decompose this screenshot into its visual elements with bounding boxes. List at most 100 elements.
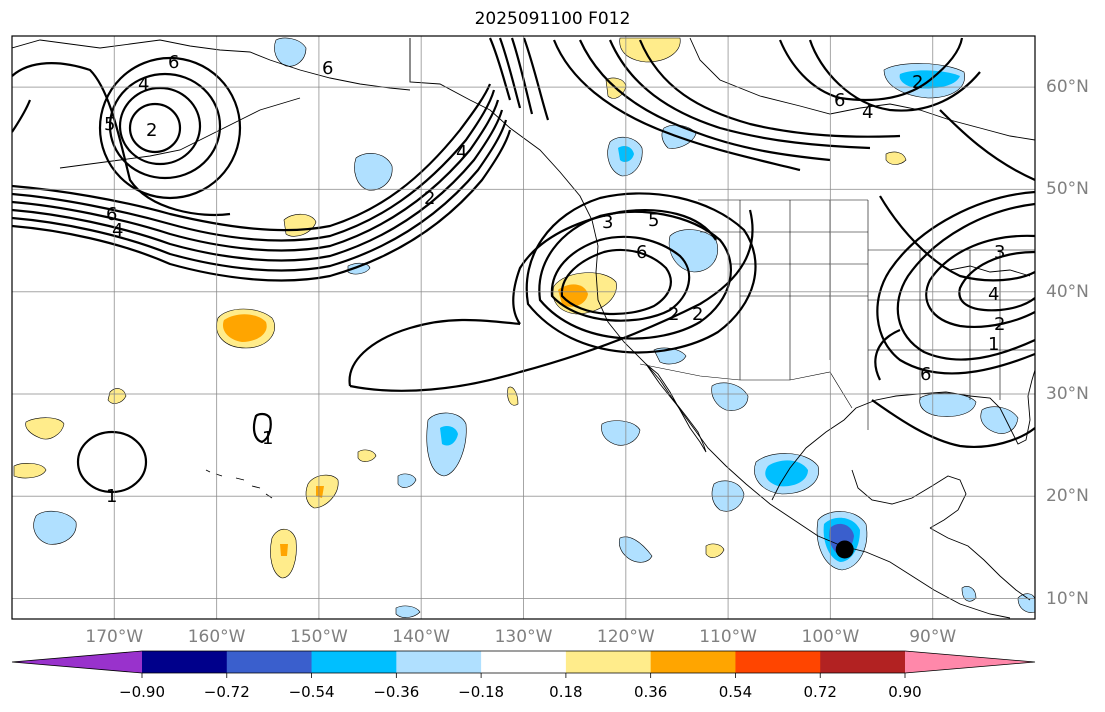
latitude-tick-label: 40°N (1046, 281, 1089, 302)
us-state-borders (639, 199, 1035, 430)
yellow-anomaly-patch (619, 37, 681, 63)
colorbar-upper-extension (905, 651, 1035, 673)
blue-anomaly-patch (395, 605, 421, 618)
contour-label: 3 (602, 212, 613, 233)
longitude-tick-label: 130°W (494, 627, 553, 647)
orange-anomaly-core (280, 544, 288, 556)
contour-label: 2 (994, 314, 1005, 335)
colorbar-tick-label: −0.90 (119, 683, 165, 701)
contour-label: 3 (994, 242, 1005, 263)
contour-label: 6 (322, 58, 333, 79)
colorbar-tick-label: 0.72 (803, 683, 837, 701)
contour-label: 1 (106, 486, 117, 507)
latitude-tick-label: 50°N (1046, 179, 1089, 200)
longitude-tick-label: 170°W (85, 627, 144, 647)
contour-label: 1 (988, 334, 999, 355)
baja-california-coast (645, 363, 707, 453)
storm-center-marker (835, 540, 854, 559)
gulf-of-mexico-coast (771, 369, 1035, 501)
contour-label: 6 (920, 364, 931, 385)
blue-anomaly-patch (354, 153, 393, 191)
contour-label: 6 (636, 242, 647, 263)
alaska-coast (12, 39, 411, 91)
colorbar-swatch (142, 651, 228, 673)
blue-anomaly-patch (653, 347, 687, 365)
colorbar-swatch (820, 651, 906, 673)
contour-label: 5 (648, 210, 659, 231)
canada-coast (689, 37, 1035, 141)
longitude-tick-label: 160°W (187, 627, 246, 647)
contour-label: 4 (862, 102, 873, 123)
colorbar-tick-label: 0.90 (888, 683, 922, 701)
shaded-anomaly-layer (13, 37, 1035, 618)
colorbar-swatch (650, 651, 736, 673)
blue-anomaly-patch (274, 37, 307, 67)
colorbar-lower-extension (12, 651, 142, 673)
blue-anomaly-patch (961, 586, 977, 602)
lake-shoreline (949, 265, 1031, 277)
map-frame (11, 35, 1036, 620)
blue-anomaly-patch (33, 510, 77, 545)
yucatan-coast (851, 469, 967, 529)
latitude-tick-label: 10°N (1046, 588, 1089, 609)
chart-title: 2025091100 F012 (474, 9, 631, 29)
colorbar-tick-label: −0.54 (288, 683, 335, 701)
orange-anomaly-core (222, 314, 267, 342)
longitude-tick-label: 140°W (392, 627, 451, 647)
contour-label: 6 (834, 90, 845, 111)
colorbar-tick-label: −0.36 (373, 683, 420, 701)
contour-label: 6 (106, 204, 117, 225)
orange-anomaly-core (558, 284, 588, 307)
longitude-tick-label: 110°W (699, 627, 757, 647)
blue-anomaly-patch (980, 406, 1019, 434)
colorbar-tick-label: −0.18 (458, 683, 505, 701)
blue-anomaly-patch (618, 536, 653, 563)
colorbar (11, 650, 1036, 678)
contour-label: 2 (668, 304, 679, 325)
central-america-coast (929, 527, 1031, 601)
contour-label: 4 (988, 284, 999, 305)
blue-anomaly-patch (711, 382, 749, 411)
contour-label: 4 (138, 74, 149, 95)
longitude-tick-label: 120°W (596, 627, 655, 647)
latitude-tick-label: 20°N (1046, 486, 1089, 507)
colorbar-swatch (311, 651, 397, 673)
contour-label: 5 (104, 114, 115, 135)
orange-anomaly-core (316, 486, 324, 498)
yellow-anomaly-patch (507, 386, 519, 406)
north-america-coast (409, 38, 1011, 619)
contour-label: 4 (112, 220, 123, 241)
lat-lon-gridlines (12, 36, 1035, 619)
yellow-anomaly-patch (107, 388, 127, 404)
colorbar-tick-label: 0.36 (633, 683, 668, 701)
colorbar-tick-label: −0.72 (203, 683, 250, 701)
coastlines-borders (12, 37, 1035, 619)
yellow-anomaly-patch (357, 449, 377, 462)
yellow-anomaly-patch (705, 543, 725, 558)
contour-label: 2 (912, 72, 923, 93)
contour-label: 4 (456, 142, 467, 163)
longitude-tick-label: 150°W (290, 627, 348, 647)
colorbar-swatch (226, 651, 313, 673)
yellow-anomaly-patch (885, 151, 907, 165)
contour-label: 2 (424, 188, 435, 209)
height-contours (12, 37, 1035, 494)
contour-label: 2 (692, 304, 703, 325)
colorbar-swatch (565, 651, 652, 673)
contour-label: 6 (168, 52, 179, 73)
yellow-anomaly-patch (25, 417, 65, 440)
aleutian-islands (59, 97, 301, 169)
blue-anomaly-core (440, 426, 458, 446)
blue-anomaly-patch (601, 420, 641, 446)
blue-anomaly-patch (668, 229, 718, 273)
contour-label: 2 (146, 120, 157, 141)
latitude-tick-label: 60°N (1046, 77, 1089, 98)
longitude-tick-label: 100°W (801, 627, 860, 647)
blue-anomaly-patch (397, 473, 417, 488)
contour-label: 1 (262, 428, 273, 449)
contour-labels: 6 4 5 2 6 4 2 6 3 6 5 2 6 4 2 3 4 2 1 1 … (104, 52, 1005, 507)
colorbar-swatch (396, 651, 482, 673)
blue-anomaly-patch (347, 262, 371, 275)
colorbar-swatch (735, 651, 821, 673)
